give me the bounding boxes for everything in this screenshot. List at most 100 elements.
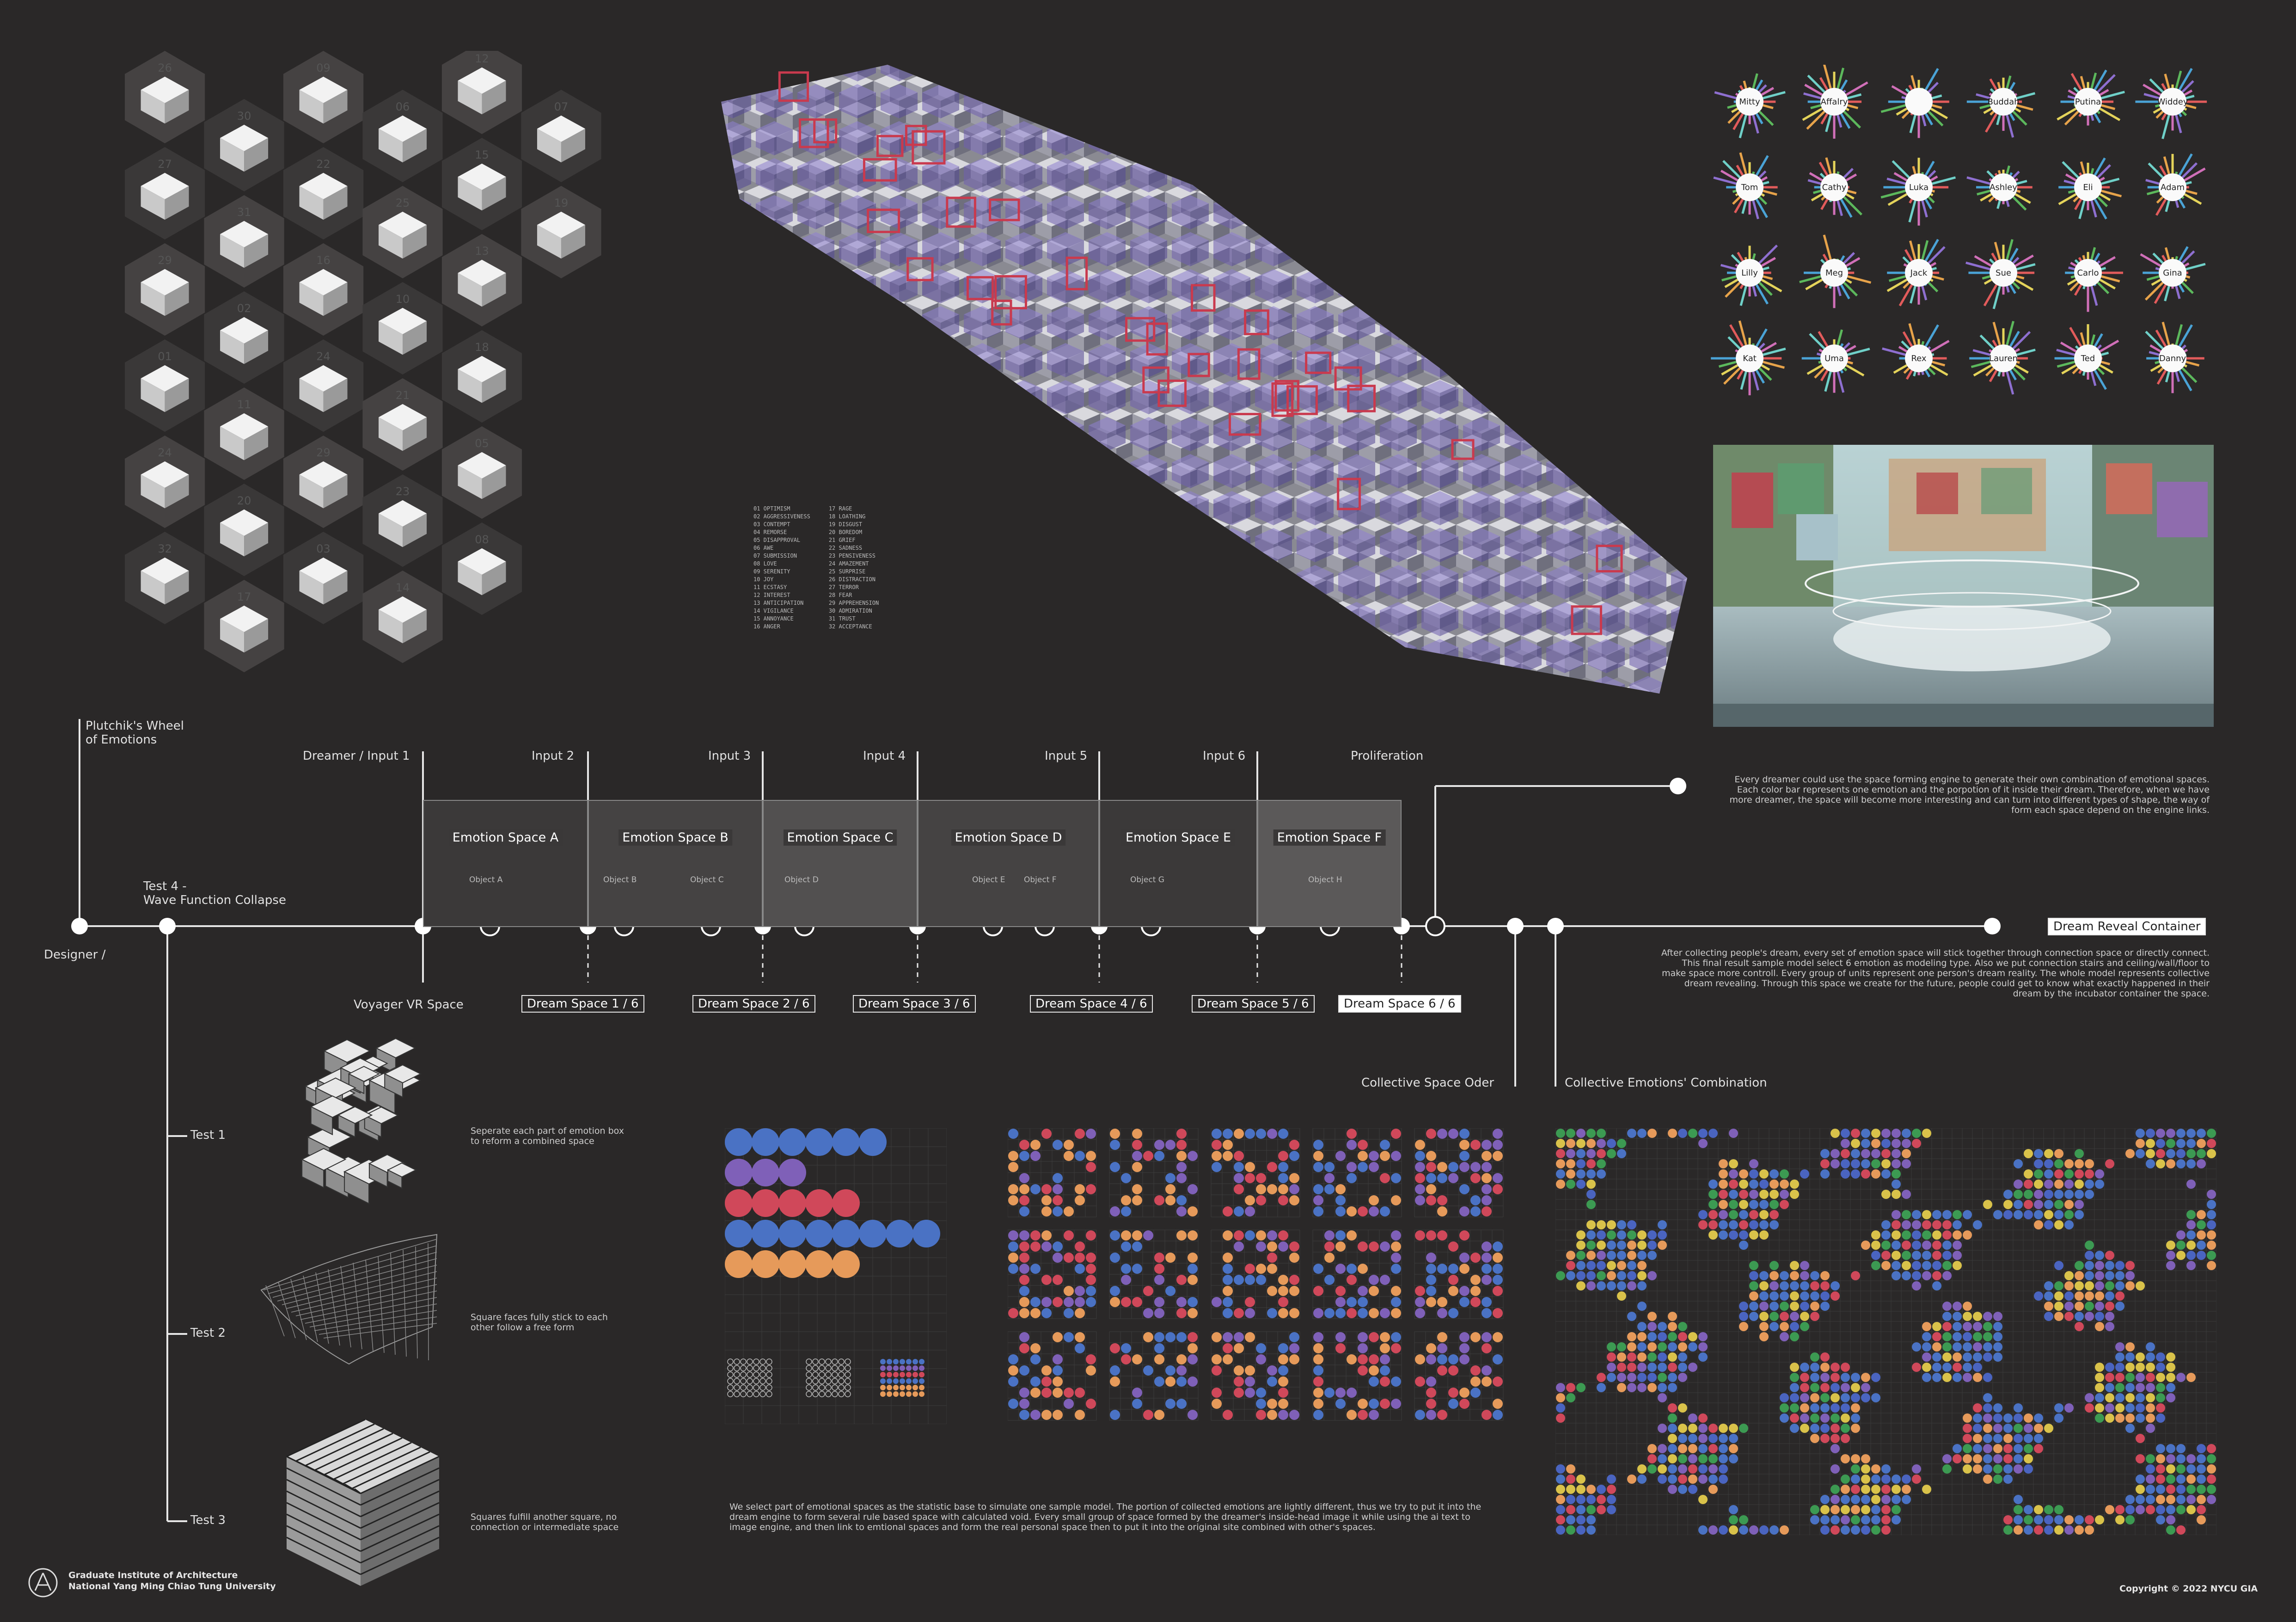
field-dot (1841, 1505, 1850, 1514)
field-dot (2186, 1505, 2196, 1514)
object-label: Object G (1130, 875, 1164, 885)
field-dot (2014, 1525, 2023, 1535)
field-dot (1963, 1454, 1972, 1463)
field-dot (2186, 1251, 2196, 1260)
field-dot (2085, 1241, 2094, 1250)
field-dot (1668, 1413, 1677, 1423)
field-dot (1658, 1363, 1667, 1372)
field-dot (1851, 1475, 1860, 1484)
field-dot (1942, 1342, 1952, 1352)
field-dot (2115, 1413, 2125, 1423)
field-dot (2054, 1220, 2063, 1229)
field-dot (1647, 1241, 1657, 1250)
field-dot (1942, 1271, 1952, 1280)
field-dot (1556, 1393, 1565, 1402)
hex-module-number: 30 (237, 110, 251, 123)
field-dot (2176, 1464, 2186, 1474)
field-dot (1892, 1241, 1901, 1250)
field-dot (1769, 1200, 1779, 1209)
persona-name: Putina (2075, 97, 2101, 107)
field-dot (1881, 1230, 1891, 1240)
field-dot (1759, 1332, 1769, 1341)
mini-dot (887, 1359, 892, 1364)
red-frame-unit (1125, 317, 1156, 342)
mini-dot (906, 1391, 912, 1397)
field-dot (1597, 1220, 1606, 1229)
field-dot (1881, 1190, 1891, 1199)
field-dot (1678, 1403, 1687, 1413)
field-dot (1942, 1312, 1952, 1321)
red-frame-unit (1157, 379, 1187, 407)
field-dot (1739, 1322, 1748, 1331)
mini-dot (727, 1384, 734, 1391)
field-dot (1790, 1312, 1799, 1321)
field-dot (2176, 1444, 2186, 1453)
field-dot (2095, 1413, 2104, 1423)
field-dot (2105, 1373, 2114, 1382)
persona-wheel: Lilly (1720, 244, 1782, 306)
red-frame-unit (946, 197, 976, 228)
field-dot (2156, 1454, 2165, 1463)
field-dot (1597, 1261, 1606, 1270)
dot-pattern-tile (1109, 1229, 1199, 1319)
field-dot (1963, 1332, 1972, 1341)
field-dot (1647, 1444, 1657, 1453)
hex-module-number: 31 (237, 206, 251, 219)
field-dot (1963, 1373, 1972, 1382)
institution-line2: National Yang Ming Chiao Tung University (68, 1581, 276, 1591)
field-dot (1922, 1129, 1931, 1138)
field-dot (1831, 1413, 1840, 1423)
field-dot (1942, 1241, 1952, 1250)
field-dot (1881, 1241, 1891, 1250)
field-dot (2003, 1444, 2013, 1453)
field-dot (1637, 1475, 1647, 1484)
field-dot (1820, 1393, 1830, 1402)
mini-dot (893, 1359, 899, 1364)
field-dot (1963, 1444, 1972, 1453)
field-dot (1637, 1352, 1647, 1362)
field-dot (1678, 1464, 1687, 1474)
field-dot (2197, 1485, 2206, 1494)
field-dot (1627, 1230, 1636, 1240)
field-dot (1973, 1322, 1982, 1331)
field-dot (1617, 1342, 1626, 1352)
field-dot (1892, 1180, 1901, 1189)
field-dot (2136, 1485, 2145, 1494)
input-label: Input 3 (708, 749, 751, 763)
field-dot (2176, 1230, 2186, 1240)
hex-module: 21 (362, 378, 443, 471)
field-dot (2115, 1383, 2125, 1392)
hex-module: 14 (362, 571, 443, 663)
field-dot (1810, 1413, 1819, 1423)
field-dot (1678, 1352, 1687, 1362)
field-dot (2044, 1291, 2053, 1301)
field-dot (2207, 1464, 2216, 1474)
field-dot (1983, 1342, 1992, 1352)
field-dot (1698, 1444, 1708, 1453)
persona-wheel: Ted (2054, 324, 2119, 390)
persona-name: Ted (2081, 354, 2095, 363)
field-dot (1953, 1363, 1962, 1372)
field-dot (2014, 1515, 2023, 1524)
field-dot (2186, 1230, 2196, 1240)
field-dot (2044, 1200, 2053, 1209)
field-dot (1749, 1200, 1758, 1209)
field-dot (2054, 1515, 2063, 1524)
field-dot (1759, 1281, 1769, 1290)
red-frame-unit (966, 276, 994, 301)
field-dot (1841, 1424, 1850, 1433)
field-dot (1607, 1475, 1616, 1484)
field-dot (1861, 1505, 1870, 1514)
field-dot (2044, 1302, 2053, 1311)
field-dot (1841, 1454, 1850, 1463)
field-dot (1688, 1444, 1697, 1453)
field-dot (1973, 1352, 1982, 1362)
field-dot (2156, 1485, 2165, 1494)
field-dot (1841, 1495, 1850, 1504)
field-dot (2085, 1515, 2094, 1524)
mini-dot (747, 1371, 753, 1378)
field-dot (2014, 1505, 2023, 1514)
field-dot (2003, 1190, 2013, 1199)
mini-dot (893, 1391, 899, 1397)
field-dot (2095, 1515, 2104, 1524)
